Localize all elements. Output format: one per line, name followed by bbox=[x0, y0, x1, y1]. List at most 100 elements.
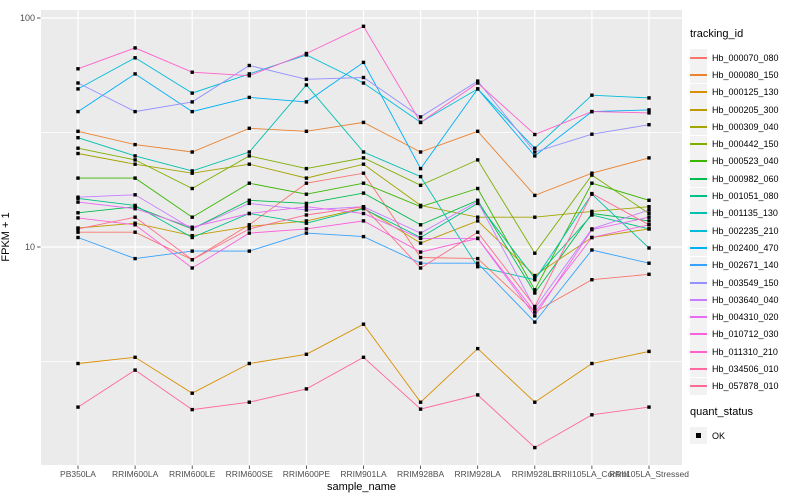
legend-entry-label: Hb_002400_470 bbox=[712, 242, 779, 253]
legend-entry: Hb_000080_150 bbox=[690, 66, 798, 84]
legend-key bbox=[690, 187, 707, 205]
legend-line-swatch-icon bbox=[690, 125, 707, 128]
legend-line-swatch-icon bbox=[690, 56, 707, 59]
legend-line-swatch-icon bbox=[690, 108, 707, 111]
legend-entry: Hb_002671_140 bbox=[690, 256, 798, 274]
legend-line-swatch-icon bbox=[690, 385, 707, 388]
legend-key bbox=[690, 101, 707, 119]
legend-entry: Hb_002400_470 bbox=[690, 239, 798, 257]
y-axis-title: FPKM + 1 bbox=[0, 212, 12, 262]
legend-entry-label: Hb_010712_030 bbox=[712, 329, 779, 340]
legend-entry-label: Hb_000982_060 bbox=[712, 173, 779, 184]
legend-entry: Hb_011310_210 bbox=[690, 343, 798, 361]
x-tick-label: PB350LA bbox=[60, 469, 96, 479]
legend-entry-label: Hb_004310_020 bbox=[712, 312, 779, 323]
legend-entry-label: Hb_000523_040 bbox=[712, 156, 779, 167]
legend-line-swatch-icon bbox=[690, 350, 707, 353]
legend-entry: Hb_003549_150 bbox=[690, 274, 798, 291]
legend-entry-label: Hb_000309_040 bbox=[712, 121, 779, 132]
legend-key bbox=[690, 274, 707, 291]
legend-quant-status-block: quant_status OK bbox=[690, 405, 798, 445]
x-tick-label: RRII105LA_Control bbox=[555, 469, 629, 479]
legend-entry: Hb_002235_210 bbox=[690, 222, 798, 240]
legend-entry: Hb_034506_010 bbox=[690, 360, 798, 378]
legend-entry: Hb_000309_040 bbox=[690, 118, 798, 136]
legend-entry: Hb_057878_010 bbox=[690, 377, 798, 395]
legend-entry: Hb_000982_060 bbox=[690, 170, 798, 188]
legend-entry-label: Hb_002671_140 bbox=[712, 260, 779, 271]
black-square-marker-icon bbox=[696, 433, 701, 438]
legend-entry-label: Hb_000205_300 bbox=[712, 104, 779, 115]
legend-entry-label: Hb_003549_150 bbox=[712, 277, 779, 288]
y-tick-label: 100 bbox=[19, 13, 35, 23]
legend-entry-label: Hb_001051_080 bbox=[712, 191, 779, 202]
legend-line-swatch-icon bbox=[690, 367, 707, 370]
legend-line-swatch-icon bbox=[690, 264, 707, 267]
legend-entry: Hb_000070_080 bbox=[690, 49, 798, 67]
x-tick-label: RRII105LA_Stressed bbox=[609, 469, 689, 479]
legend-entry: OK bbox=[690, 427, 798, 445]
legend-entry-label: Hb_002235_210 bbox=[712, 225, 779, 236]
legend-key bbox=[690, 291, 707, 309]
x-tick-label: RRIM928LA bbox=[454, 469, 501, 479]
legend-entry-label: Hb_000070_080 bbox=[712, 52, 779, 63]
legend-entry-label: Hb_034506_010 bbox=[712, 363, 779, 374]
legend-line-swatch-icon bbox=[690, 212, 707, 215]
legend-key bbox=[690, 360, 707, 378]
legend-key bbox=[690, 256, 707, 274]
x-tick-label: RRIM600SE bbox=[225, 469, 273, 479]
legend-key bbox=[690, 377, 707, 395]
legend-key bbox=[690, 222, 707, 240]
legend-key bbox=[690, 118, 707, 136]
legend-title-quant-status: quant_status bbox=[690, 405, 753, 418]
legend-line-swatch-icon bbox=[690, 177, 707, 180]
legend-entry: Hb_003640_040 bbox=[690, 291, 798, 309]
legend-title-tracking-id: tracking_id bbox=[690, 28, 744, 40]
legend-entry-label: Hb_011310_210 bbox=[712, 346, 778, 357]
legend-line-swatch-icon bbox=[690, 143, 707, 146]
legend-key bbox=[690, 170, 707, 188]
x-tick-label: RRIM600PE bbox=[282, 469, 331, 479]
legend-key bbox=[690, 308, 707, 326]
legend-key bbox=[690, 152, 707, 170]
legend-key bbox=[690, 66, 707, 84]
legend-key bbox=[690, 343, 707, 361]
legend-key bbox=[690, 49, 707, 67]
legend-entry-label: OK bbox=[712, 430, 726, 441]
legend-entry: Hb_004310_020 bbox=[690, 308, 798, 326]
legend-key bbox=[690, 135, 707, 153]
x-tick-label: RRIM928LE bbox=[511, 469, 558, 479]
x-axis-title: sample_name bbox=[326, 481, 397, 493]
legend-line-swatch-icon bbox=[690, 160, 707, 163]
legend-line-swatch-icon bbox=[690, 195, 707, 198]
x-tick-label: RRIM600LA bbox=[111, 469, 159, 479]
legend-line-swatch-icon bbox=[690, 73, 707, 76]
legend-line-swatch-icon bbox=[690, 246, 707, 249]
legend-entry-label: Hb_000080_150 bbox=[712, 69, 779, 80]
legend-key bbox=[690, 239, 707, 257]
legend-key bbox=[690, 204, 707, 222]
legend-line-swatch-icon bbox=[690, 316, 707, 319]
legend-line-swatch-icon bbox=[690, 229, 707, 232]
legend-key bbox=[690, 83, 707, 101]
legend-entry: Hb_000125_130 bbox=[690, 83, 798, 101]
legend-line-swatch-icon bbox=[690, 298, 707, 301]
x-tick-label: RRIM600LE bbox=[169, 469, 216, 479]
legend-entry: Hb_001135_130 bbox=[690, 204, 798, 222]
legend-key bbox=[690, 325, 707, 343]
legend-line-swatch-icon bbox=[690, 91, 707, 94]
legend-entry-label: Hb_000125_130 bbox=[712, 87, 779, 98]
legend-entry-label: Hb_001135_130 bbox=[712, 208, 778, 219]
legend-entry: Hb_000442_150 bbox=[690, 135, 798, 153]
legend-entry: Hb_001051_080 bbox=[690, 187, 798, 205]
y-tick-label: 10 bbox=[24, 242, 35, 252]
x-tick-label: RRIM928BA bbox=[396, 469, 445, 479]
legend-entry: Hb_000205_300 bbox=[690, 101, 798, 119]
legend-key bbox=[690, 427, 707, 445]
x-tick-label: RRIM901LA bbox=[340, 469, 387, 479]
legend-line-swatch-icon bbox=[690, 333, 707, 336]
legend-entry: Hb_000523_040 bbox=[690, 152, 798, 170]
legend-entry-label: Hb_000442_150 bbox=[712, 139, 779, 150]
